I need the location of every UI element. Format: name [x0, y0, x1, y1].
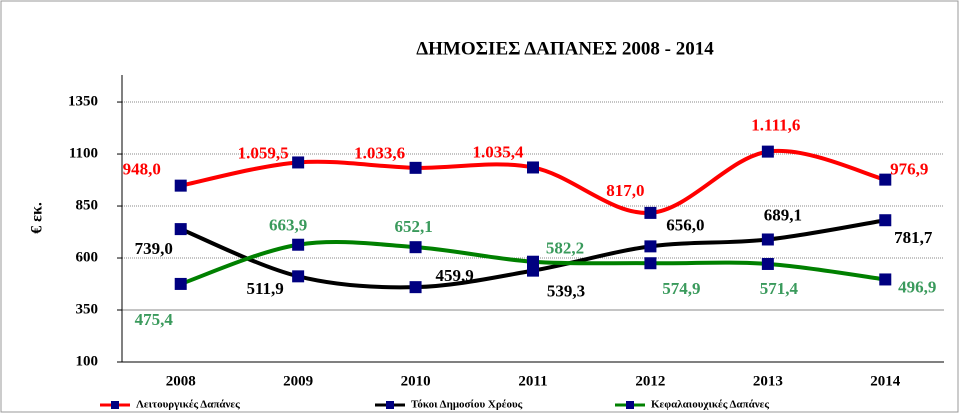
data-label: 739,0	[135, 239, 173, 258]
data-label: 571,4	[760, 279, 799, 298]
data-point	[292, 156, 305, 169]
data-point	[292, 238, 305, 251]
y-tick-label: 850	[76, 197, 99, 213]
y-tick-label: 600	[76, 249, 99, 265]
data-label: 582,2	[546, 239, 584, 258]
data-label: 511,9	[246, 279, 283, 298]
data-label: 1.111,6	[751, 116, 800, 135]
data-label: 652,1	[394, 217, 432, 236]
data-label: 1.059,5	[238, 143, 289, 162]
data-point	[761, 233, 774, 246]
data-point	[527, 161, 539, 174]
chart-title: ΔΗΜΟΣΙΕΣ ΔΑΠΑΝΕΣ 2008 - 2014	[416, 38, 714, 59]
data-point	[879, 173, 892, 186]
x-tick-label: 2014	[870, 373, 901, 389]
data-point	[292, 270, 305, 283]
data-point	[409, 241, 422, 254]
legend-marker	[626, 401, 634, 409]
data-label: 781,7	[894, 228, 933, 247]
data-point	[879, 214, 892, 227]
data-point	[761, 257, 774, 270]
legend-label: Λειτουργικές Δαπάνες	[136, 399, 240, 411]
y-tick-label: 1350	[68, 93, 98, 109]
y-tick-label: 350	[76, 301, 99, 317]
data-label: 1.033,6	[354, 144, 405, 163]
x-tick-label: 2010	[401, 373, 431, 389]
data-label: 689,1	[764, 205, 802, 224]
data-label: 496,9	[898, 277, 936, 296]
x-tick-label: 2009	[283, 373, 313, 389]
data-label: 459,9	[435, 266, 473, 285]
data-label: 1.035,4	[473, 142, 525, 161]
data-point	[409, 161, 422, 174]
data-point	[644, 240, 657, 253]
x-tick-label: 2013	[753, 373, 783, 389]
legend-marker	[386, 401, 394, 409]
data-label: 475,4	[135, 310, 174, 329]
data-label: 574,9	[662, 279, 700, 298]
data-point	[174, 277, 187, 290]
y-tick-label: 1100	[69, 145, 98, 161]
data-point	[409, 281, 422, 294]
data-label: 948,0	[123, 160, 161, 179]
data-point	[174, 223, 187, 236]
data-point	[879, 273, 892, 286]
data-point	[174, 179, 187, 192]
y-axis-label: € εκ.	[29, 202, 46, 234]
data-label: 656,0	[666, 215, 704, 234]
data-label: 663,9	[269, 216, 307, 235]
data-label: 976,9	[890, 160, 928, 179]
data-point	[527, 255, 539, 268]
legend-label: Κεφαλαιουχικές Δαπάνες	[651, 399, 769, 411]
x-tick-label: 2011	[518, 373, 547, 389]
legend-label: Τόκοι Δημοσίου Χρέους	[411, 399, 523, 411]
x-tick-label: 2012	[635, 373, 665, 389]
y-tick-label: 100	[76, 353, 99, 369]
legend-marker	[111, 401, 119, 409]
x-tick-label: 2008	[166, 373, 196, 389]
data-point	[761, 145, 774, 158]
data-point	[644, 206, 657, 219]
data-point	[644, 257, 657, 270]
data-label: 539,3	[547, 282, 585, 301]
data-label: 817,0	[606, 181, 644, 200]
